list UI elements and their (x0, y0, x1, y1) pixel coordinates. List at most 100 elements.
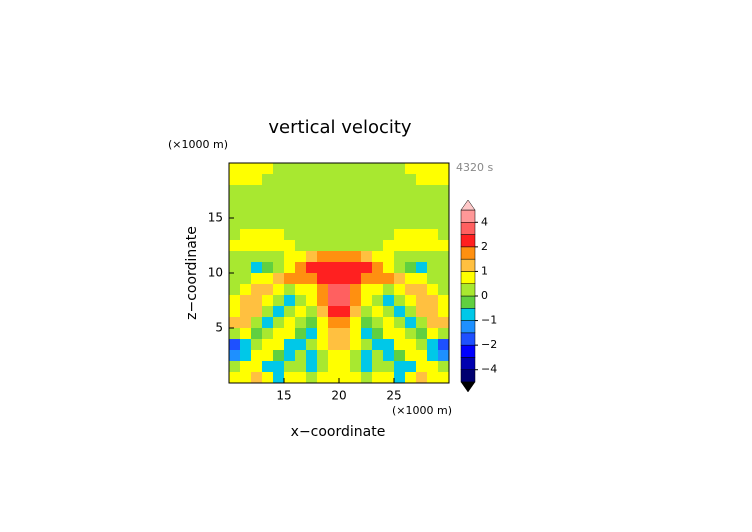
cell (229, 350, 241, 362)
cell (361, 185, 373, 197)
colorbar-tick-label: 2 (481, 240, 488, 253)
y-tick-label: 5 (215, 321, 223, 335)
cell (372, 361, 384, 373)
cell (350, 295, 362, 307)
cell (339, 240, 351, 252)
cell (273, 328, 285, 340)
cell (251, 317, 263, 329)
cell (273, 317, 285, 329)
cell (306, 284, 318, 296)
cell (427, 284, 439, 296)
cell (427, 196, 439, 208)
cell (262, 372, 274, 384)
cell (350, 251, 362, 263)
colorbar-band (460, 258, 476, 272)
cell (361, 240, 373, 252)
cell (383, 273, 395, 285)
cell (251, 306, 263, 318)
cell (317, 207, 329, 219)
cell (229, 174, 241, 186)
cell (284, 328, 296, 340)
cell (438, 196, 450, 208)
cell (328, 251, 340, 263)
cell (372, 163, 384, 175)
cell (284, 218, 296, 230)
cell (339, 273, 351, 285)
cell (394, 306, 406, 318)
cell (350, 174, 362, 186)
colorbar-extend-top (460, 199, 476, 211)
cell (372, 284, 384, 296)
cell (317, 361, 329, 373)
cell (339, 306, 351, 318)
cell (317, 218, 329, 230)
cell (427, 372, 439, 384)
colorbar-tick-label: 0 (481, 289, 488, 302)
colorbar-band (460, 357, 476, 370)
cell (240, 163, 252, 175)
cell (306, 306, 318, 318)
cell (350, 361, 362, 373)
cell (240, 185, 252, 197)
cell (317, 328, 329, 340)
cell (229, 240, 241, 252)
cell (251, 229, 263, 241)
cell (427, 185, 439, 197)
cell (328, 218, 340, 230)
cell (262, 240, 274, 252)
cell (361, 306, 373, 318)
cell (317, 317, 329, 329)
cell (262, 207, 274, 219)
cell (262, 251, 274, 263)
cell (383, 196, 395, 208)
cell (306, 185, 318, 197)
cell (273, 295, 285, 307)
cell (394, 350, 406, 362)
cell (438, 317, 450, 329)
cell (317, 295, 329, 307)
cell (328, 174, 340, 186)
cell (317, 196, 329, 208)
cell (416, 185, 428, 197)
cell (240, 361, 252, 373)
cell (394, 361, 406, 373)
x-tick-label: 15 (276, 389, 291, 403)
cell (416, 163, 428, 175)
colorbar-band (460, 308, 476, 321)
cell (229, 163, 241, 175)
cell (438, 350, 450, 362)
cell (427, 218, 439, 230)
colorbar-band (460, 332, 476, 346)
cell (438, 306, 450, 318)
cell (416, 306, 428, 318)
cell (295, 262, 307, 274)
cell (372, 339, 384, 351)
cell (273, 163, 285, 175)
cell (350, 328, 362, 340)
cell (251, 361, 263, 373)
cell (240, 229, 252, 241)
cell (317, 262, 329, 274)
colorbar-band (460, 209, 476, 223)
cell (317, 163, 329, 175)
cell (372, 174, 384, 186)
cell (394, 207, 406, 219)
cell (262, 163, 274, 175)
cell (328, 262, 340, 274)
cell (416, 251, 428, 263)
cell (416, 361, 428, 373)
cell (306, 339, 318, 351)
cell (295, 251, 307, 263)
cell (251, 163, 263, 175)
cell (405, 350, 417, 362)
cell (262, 306, 274, 318)
colorbar-band (460, 246, 476, 260)
cell (438, 372, 450, 384)
cell (427, 174, 439, 186)
cell (229, 306, 241, 318)
colorbar-tick-label: −4 (481, 363, 497, 376)
cell (405, 328, 417, 340)
cell (273, 229, 285, 241)
colorbar-extend-bottom (460, 381, 476, 393)
cell (306, 196, 318, 208)
